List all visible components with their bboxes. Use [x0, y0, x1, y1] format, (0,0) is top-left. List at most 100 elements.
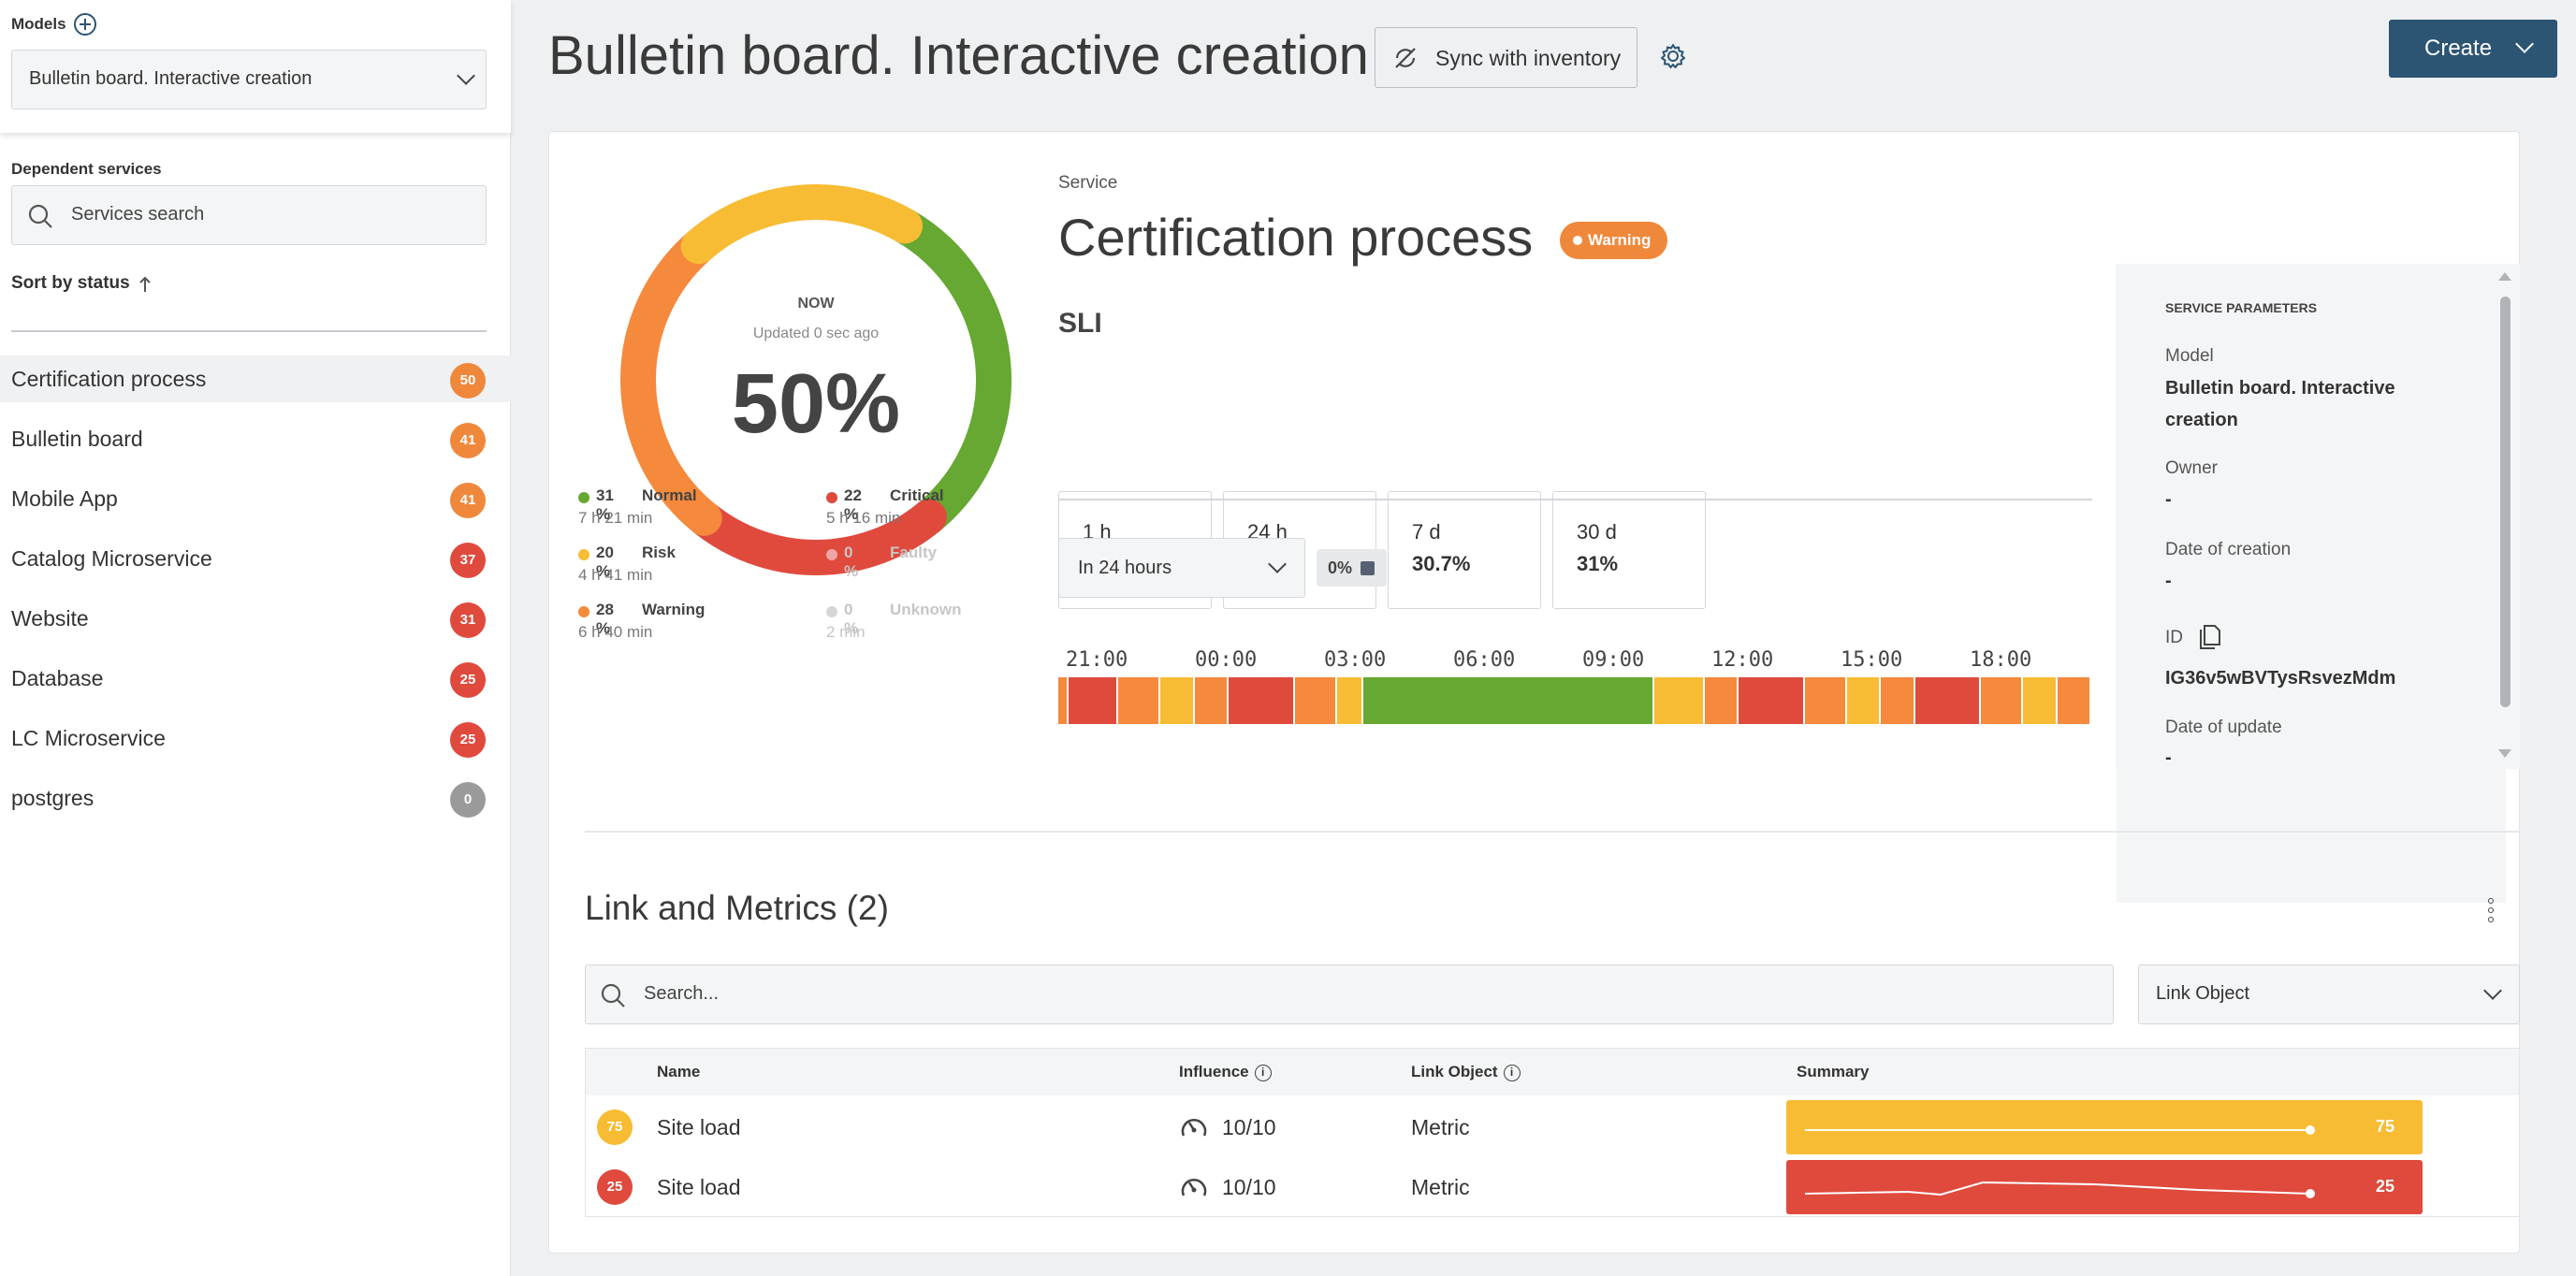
copy-icon[interactable] — [2199, 624, 2221, 650]
row-summary-sparkline[interactable]: 25 — [1786, 1160, 2423, 1214]
links-search-input[interactable]: Search... — [585, 964, 2114, 1024]
col-summary[interactable]: Summary — [1797, 1063, 1870, 1080]
table-row[interactable]: 25 Site load 10/10 Metric 25 — [586, 1160, 2519, 1214]
legend-dot — [826, 549, 837, 560]
timeline-segment[interactable] — [2057, 677, 2092, 724]
row-name[interactable]: Site load — [657, 1115, 741, 1139]
timeline-segment[interactable] — [1058, 677, 1069, 724]
table-header — [586, 1049, 2519, 1095]
range-tag-value: 0% — [1328, 558, 1353, 577]
timeline-segment[interactable] — [1194, 677, 1229, 724]
sidebar-service-item[interactable]: LC Microservice 25 — [0, 715, 511, 761]
status-dot — [1573, 236, 1582, 245]
timeline-tick: 12:00 — [1711, 648, 1774, 672]
status-badge: Warning — [1560, 222, 1667, 259]
status-timeline[interactable] — [1058, 677, 2092, 724]
model-select[interactable]: Bulletin board. Interactive creation — [11, 50, 487, 109]
sort-by-status-button[interactable]: Sort by status — [11, 273, 198, 301]
col-influence[interactable]: Influence i — [1179, 1063, 1272, 1081]
sidebar-service-item[interactable]: Catalog Microservice 37 — [0, 535, 511, 582]
service-name: postgres — [11, 786, 95, 810]
col-link-object[interactable]: Link Object i — [1411, 1063, 1521, 1081]
params-scrollbar[interactable] — [2496, 270, 2513, 761]
link-object-filter[interactable]: Link Object — [2138, 964, 2520, 1024]
legend-duration: 4 h 41 min — [578, 566, 653, 584]
sidebar-service-item[interactable]: Bulletin board 41 — [0, 415, 511, 462]
timeline-segment[interactable] — [1981, 677, 2024, 724]
timeline-segment[interactable] — [1653, 677, 1705, 724]
table-row[interactable]: 75 Site load 10/10 Metric 75 — [586, 1100, 2519, 1154]
legend-pct: 0 % — [844, 544, 859, 580]
timeline-tick: 03:00 — [1324, 648, 1387, 672]
scroll-down-arrow-icon[interactable] — [2497, 748, 2512, 760]
services-search-input[interactable]: Services search — [11, 185, 487, 245]
timeline-segment[interactable] — [1160, 677, 1195, 724]
create-button[interactable]: Create — [2389, 20, 2557, 78]
timeline-segment[interactable] — [1336, 677, 1363, 724]
sli-label: SLI — [1058, 308, 1102, 339]
row-influence: 10/10 — [1222, 1175, 1276, 1199]
updated-param-label: Date of update — [2165, 718, 2282, 737]
owner-param-label: Owner — [2165, 458, 2218, 478]
timeline-segment[interactable] — [1228, 677, 1295, 724]
divider — [1058, 499, 2092, 500]
timeline-segment[interactable] — [1704, 677, 1739, 724]
service-parameters-panel — [2116, 264, 2520, 769]
row-link-object: Metric — [1411, 1115, 1470, 1139]
chevron-down-icon — [1268, 555, 1287, 573]
sidebar-service-item[interactable]: Database 25 — [0, 655, 511, 702]
col-name[interactable]: Name — [657, 1063, 701, 1080]
info-icon[interactable]: i — [1254, 1064, 1272, 1081]
updated-param-value: - — [2165, 747, 2172, 768]
create-label: Create — [2424, 36, 2493, 61]
chevron-down-icon — [457, 66, 475, 85]
sidebar-service-item[interactable]: Mobile App 41 — [0, 475, 511, 522]
info-icon[interactable]: i — [1503, 1064, 1521, 1081]
sidebar-service-item[interactable]: Certification process 50 — [0, 355, 511, 402]
service-name: Catalog Microservice — [11, 546, 212, 571]
gauge-value: 50% — [731, 357, 901, 451]
scroll-up-arrow-icon[interactable] — [2497, 270, 2512, 282]
timeline-segment[interactable] — [1362, 677, 1654, 724]
model-param-value-2: creation — [2165, 410, 2238, 430]
timeline-segment[interactable] — [1738, 677, 1805, 724]
row-status-badge: 75 — [597, 1109, 633, 1145]
settings-gear-icon[interactable] — [1659, 42, 1687, 70]
sparkline-chart — [1805, 1125, 2315, 1135]
timeline-segment[interactable] — [1881, 677, 1915, 724]
sli-value: 30.7% — [1412, 552, 1471, 575]
owner-param-value: - — [2165, 489, 2172, 510]
links-more-options-icon[interactable] — [2485, 896, 2495, 924]
sidebar-service-item[interactable]: Website 31 — [0, 595, 511, 642]
timeline-segment[interactable] — [1118, 677, 1161, 724]
link-object-filter-value: Link Object — [2156, 983, 2250, 1004]
services-search-placeholder: Services search — [71, 204, 205, 225]
sidebar-service-item[interactable]: postgres 0 — [0, 775, 511, 821]
add-model-icon[interactable] — [74, 13, 96, 36]
timeline-tick: 09:00 — [1582, 648, 1645, 672]
sync-with-inventory-button[interactable]: Sync with inventory — [1375, 27, 1637, 88]
divider — [585, 831, 2520, 833]
created-param-label: Date of creation — [2165, 540, 2292, 559]
legend-pct: 31 % — [596, 486, 614, 523]
status-donut-chart — [620, 184, 1011, 575]
service-status-count-badge: 31 — [450, 602, 486, 638]
timeline-segment[interactable] — [1914, 677, 1982, 724]
timeline-segment[interactable] — [1294, 677, 1337, 724]
timeline-segment[interactable] — [1804, 677, 1847, 724]
timeline-segment[interactable] — [1846, 677, 1882, 724]
gauge-updated-label: Updated 0 sec ago — [752, 326, 880, 341]
timeline-segment[interactable] — [1068, 677, 1119, 724]
service-name: Website — [11, 606, 89, 631]
range-select[interactable]: In 24 hours — [1058, 538, 1305, 598]
legend-dot — [578, 549, 589, 560]
row-name[interactable]: Site load — [657, 1175, 741, 1199]
service-status-count-badge: 41 — [450, 483, 486, 518]
row-summary-sparkline[interactable]: 75 — [1786, 1100, 2423, 1154]
scroll-thumb[interactable] — [2500, 297, 2511, 707]
service-status-count-badge: 37 — [450, 543, 486, 578]
legend-dot — [826, 492, 837, 503]
timeline-segment[interactable] — [2023, 677, 2058, 724]
row-status-badge: 25 — [597, 1169, 633, 1205]
arrow-up-icon — [139, 276, 151, 292]
